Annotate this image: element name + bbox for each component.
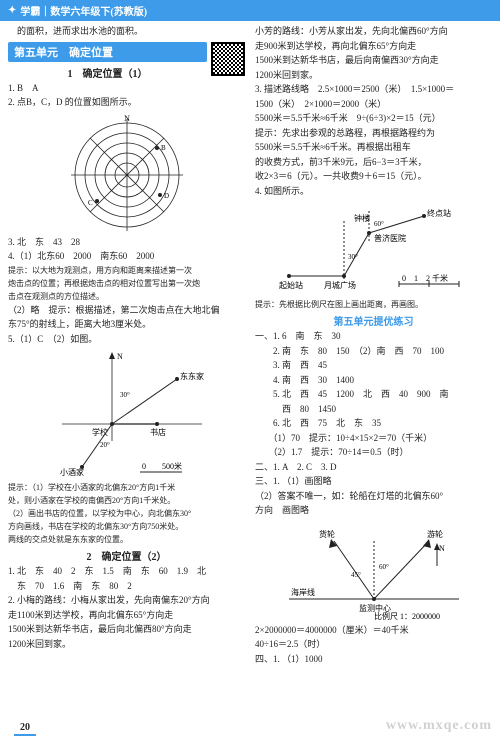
school-label: 学校 (92, 427, 108, 437)
unit-title: 第五单元 确定位置 (14, 44, 113, 60)
text-line: 1500（米） 2×1000＝2000（米） (255, 98, 492, 112)
svg-text:C: C (88, 199, 93, 207)
svg-text:0 1 2 千米: 0 1 2 千米 (402, 273, 448, 283)
lesson1-title: 1 确定位置（1） (8, 65, 245, 80)
text-line: 走900米到达学校，再向北偏东65°方向走 (255, 40, 492, 54)
answer-line: 4. 南 西 30 1400 (255, 374, 492, 388)
answer-line: （2）略 提示：根据描述，第二次炮击点在大地北偏 (8, 304, 245, 318)
text-line: 3. 描述路线略 2.5×1000＝2500（米） 1.5×1000＝ (255, 83, 492, 97)
svg-text:B: B (161, 144, 166, 152)
answer-line: 1. B A (8, 82, 245, 96)
text-line: 提示：先求出参观的总路程，再根据路程约为 (255, 127, 492, 141)
scale-label: 0 500米 (142, 461, 182, 471)
hint-line: 两线的交点处就是东东家的位置。 (8, 534, 245, 546)
header-subtitle: 数学六年级下(苏教版) (50, 3, 147, 18)
svg-text:N: N (439, 544, 445, 553)
hint-line: 炮击点的位置；再根据炮击点的相对位置写出第一次炮 (8, 278, 245, 290)
text-line: 的收费方式，前3千米9元，后6−3＝3千米， (255, 156, 492, 170)
text-line: 的面积，进而求出水池的面积。 (8, 25, 245, 39)
answer-line: 东 70 1.6 南 东 80 2 (8, 580, 245, 594)
answer-line: 5.（1）C （2）如图。 (8, 333, 245, 347)
answer-line: 二、1. A 2. C 3. D (255, 461, 492, 475)
calc-line: 2×2000000＝4000000（厘米）＝40千米 (255, 624, 492, 638)
page-number: 20 (14, 722, 36, 736)
hint-line: 处，则小酒家在学校的南偏西20°方向1千米处。 (8, 495, 245, 507)
svg-text:起始站: 起始站 (279, 280, 303, 290)
svg-text:D: D (164, 192, 169, 200)
svg-text:钟楼: 钟楼 (354, 213, 370, 223)
svg-text:60°: 60° (379, 563, 389, 571)
compass-n-label: N (124, 114, 130, 123)
hint-line: （2）画出书店的位置，以学校为中心，向北偏东30° (8, 508, 245, 520)
answer-line: 1200米回到家。 (8, 638, 245, 652)
svg-text:20°: 20° (100, 441, 110, 449)
answer-line: 1500米到达新华书店，最后向北偏西80°方向走 (8, 623, 245, 637)
svg-text:货轮: 货轮 (319, 529, 335, 539)
svg-text:30°: 30° (348, 253, 358, 261)
svg-text:游轮: 游轮 (427, 529, 443, 539)
answer-line: 走1100米到达学校，再向北偏东65°方向走 (8, 609, 245, 623)
answer-line: 1. 北 东 40 2 东 1.5 南 东 60 1.9 北 (8, 565, 245, 579)
answer-line: 四、1. （1）1000 (255, 653, 492, 667)
unit-title-band: 第五单元 确定位置 (8, 42, 207, 62)
text-line: 5500米＝5.5千米≈6千米。再根据出租车 (255, 141, 492, 155)
answer-line: 5. 北 西 45 1200 北 西 40 900 南 (255, 388, 492, 402)
qr-code-icon (211, 42, 245, 76)
svg-text:海岸线: 海岸线 (291, 587, 315, 597)
hint-line: 方向画线，书店在学校的北偏东30°方向750米处。 (8, 521, 245, 533)
hint-line: 击点在观测点的方位描述。 (8, 291, 245, 303)
content-columns: 的面积，进而求出水池的面积。 第五单元 确定位置 1 确定位置（1） 1. B … (0, 21, 500, 667)
answer-line: 方向 画图略 (255, 504, 492, 518)
svg-text:45°: 45° (351, 571, 361, 579)
answer-line: （2）1.7 提示：70÷14＝0.5（时） (255, 446, 492, 460)
polar-compass-diagram: N B C D (8, 113, 245, 233)
svg-text:普济医院: 普济医院 (374, 233, 406, 243)
answer-line: 2. 点B，C，D 的位置如图所示。 (8, 96, 245, 110)
left-column: 的面积，进而求出水池的面积。 第五单元 确定位置 1 确定位置（1） 1. B … (8, 25, 245, 667)
svg-text:N: N (117, 352, 123, 361)
dong-label: 东东家 (180, 371, 204, 381)
bus-route-diagram: 起始站 月城广场 普济医院 钟楼 终点站 30° 60° 0 1 2 千米 (255, 201, 492, 296)
svg-text:30°: 30° (120, 391, 130, 399)
answer-line: 3. 北 东 43 28 (8, 236, 245, 250)
hint-line: 提示：（1）学校在小酒家的北偏东20°方向1千米 (8, 482, 245, 494)
brand-text: 学霸 (20, 3, 40, 18)
answer-line: 一、1. 6 南 东 30 (255, 330, 492, 344)
text-line: 小芳的路线：小芳从家出发，先向北偏西60°方向 (255, 25, 492, 39)
svg-text:60°: 60° (374, 220, 384, 228)
answer-line: 6. 北 西 75 北 东 35 (255, 417, 492, 431)
answer-line: 2. 小梅的路线：小梅从家出发，先向南偏东20°方向 (8, 594, 245, 608)
text-line: 5500米＝5.5千米≈6千米 9÷(6÷3)×2＝15（元） (255, 112, 492, 126)
answer-line: 3. 南 西 45 (255, 359, 492, 373)
svg-text:比例尺 1：2000000: 比例尺 1：2000000 (374, 611, 440, 621)
jiu-label: 小酒家 (60, 467, 84, 477)
school-map-diagram: N 学校 东东家 书店 小酒家 30° 20° 0 500米 (8, 349, 245, 479)
bookstore-label: 书店 (150, 427, 166, 437)
text-line: 4. 如图所示。 (255, 185, 492, 199)
hint-line: 提示：以大地为观测点，用方向和距离来描述第一次 (8, 265, 245, 277)
hint-line: 提示：先根据比例尺在图上画出距离，再画图。 (255, 299, 492, 311)
answer-line: 西 80 1450 (255, 403, 492, 417)
ship-diagram: 海岸线 监测中心 45° 60° 货轮 游轮 N 比例尺 1：2000000 (255, 521, 492, 621)
answer-line: （2）答案不唯一，如：轮船在灯塔的北偏东60° (255, 490, 492, 504)
svg-text:终点站: 终点站 (427, 208, 451, 218)
svg-text:月城广场: 月城广场 (324, 280, 356, 290)
calc-line: 40÷16＝2.5（时） (255, 638, 492, 652)
lesson2-title: 2 确定位置（2） (8, 548, 245, 563)
review-title: 第五单元提优练习 (255, 313, 492, 328)
answer-line: 4.（1）北东60 2000 南东60 2000 (8, 250, 245, 264)
text-line: 1200米回到家。 (255, 69, 492, 83)
page-header: ✦ 学霸 ｜ 数学六年级下(苏教版) (0, 0, 500, 21)
right-column: 小芳的路线：小芳从家出发，先向北偏西60°方向 走900米到达学校，再向北偏东6… (255, 25, 492, 667)
unit-header-row: 第五单元 确定位置 1 确定位置（1） (8, 42, 245, 80)
answer-line: 东75°的射线上，距离大地3厘米处。 (8, 318, 245, 332)
answer-line: 2. 南 东 80 150 （2）南 西 70 100 (255, 345, 492, 359)
text-line: 收2×3＝6（元）。一共收费9＋6＝15（元）。 (255, 170, 492, 184)
header-divider: ｜ (40, 3, 50, 18)
answer-line: （1）70 提示：10÷4×15×2＝70（千米） (255, 432, 492, 446)
answer-line: 三、1. （1）画图略 (255, 475, 492, 489)
watermark-text: www.mxqe.com (386, 718, 492, 734)
brand-logo: ✦ (8, 5, 16, 16)
text-line: 1500米到达新华书店，最后向南偏西30°方向走 (255, 54, 492, 68)
